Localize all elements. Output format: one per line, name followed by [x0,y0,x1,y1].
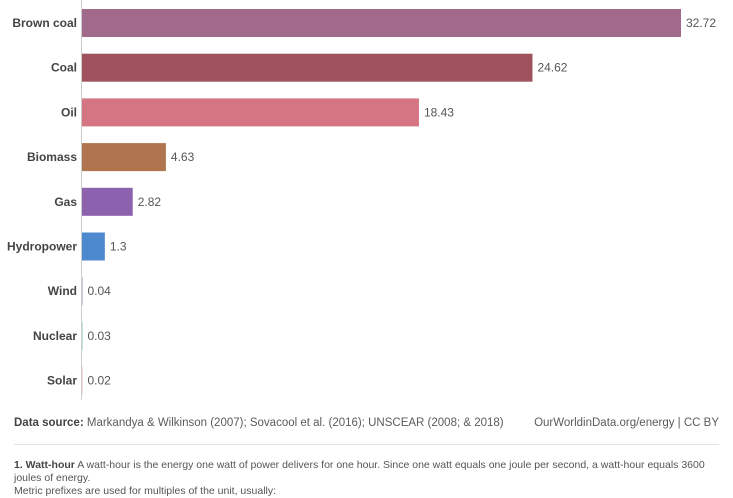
category-label: Coal [51,61,77,75]
value-label: 0.02 [88,374,112,388]
bar-chart: Brown coal 32.72 Coal 24.62 Oil 18.43 Biomass 4… [7,0,716,400]
category-label: Hydropower [7,240,77,254]
value-label: 0.04 [88,284,112,298]
footnote: 1. Watt-hour A watt-hour is the energy o… [14,459,719,498]
footnote-line2: Metric prefixes are used for multiples o… [14,485,277,497]
category-label: Gas [54,195,77,209]
value-label: 0.03 [88,329,112,343]
category-label: Oil [61,105,77,119]
category-label: Nuclear [33,329,77,343]
bar [81,232,105,261]
source-label: Data source: [14,417,84,429]
category-label: Brown coal [12,16,77,30]
bar [81,53,533,82]
value-label: 32.72 [686,16,716,30]
footnote-text: A watt-hour is the energy one watt of po… [14,459,705,484]
bar [81,9,681,37]
value-label: 18.43 [424,105,454,119]
credit-link[interactable]: OurWorldinData.org/energy | CC BY [534,417,719,429]
source-text: Markandya & Wilkinson (2007); Sovacool e… [86,417,504,429]
category-label: Biomass [27,150,77,164]
bar [81,143,166,172]
divider [14,444,719,445]
value-label: 24.62 [537,61,567,75]
footer: Data source: Markandya & Wilkinson (2007… [14,417,719,429]
value-label: 2.82 [138,195,162,209]
value-label: 4.63 [171,150,195,164]
bar [81,98,419,127]
bar [81,187,133,216]
category-label: Wind [48,284,77,298]
value-label: 1.3 [110,240,127,254]
footnote-term: 1. Watt-hour [14,459,75,471]
category-label: Solar [47,374,77,388]
